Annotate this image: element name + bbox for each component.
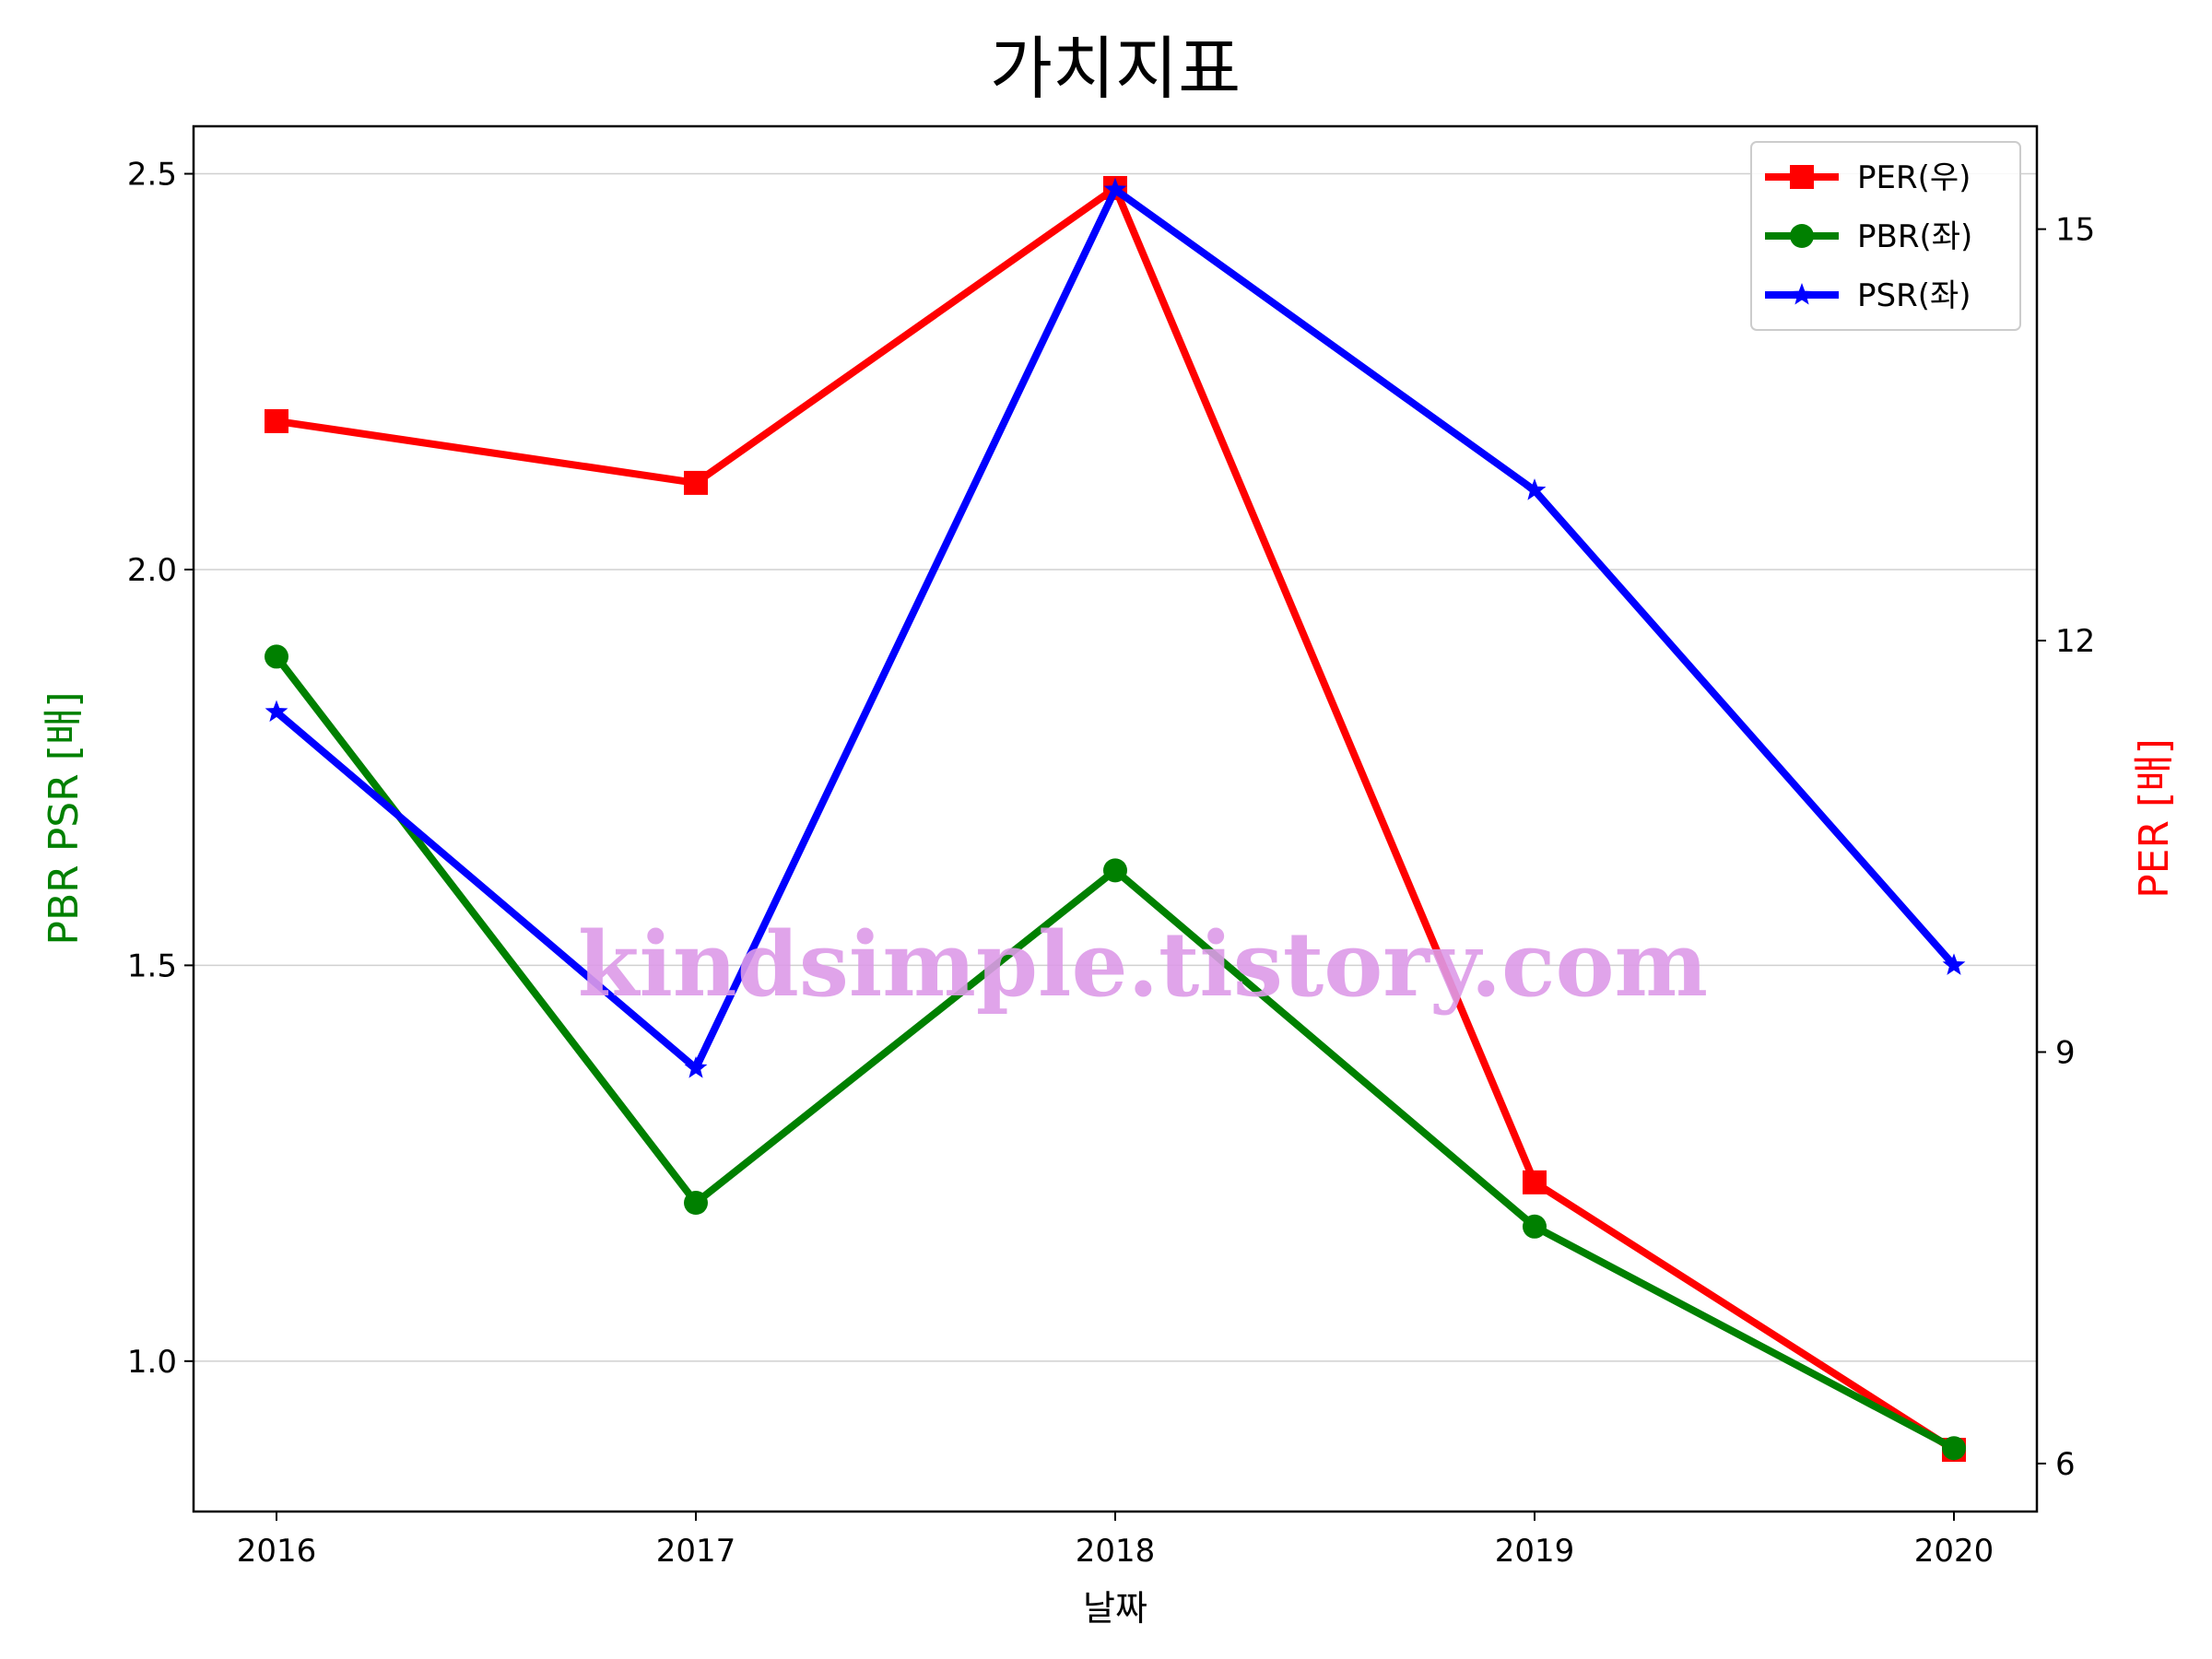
legend: PER(우) PBR(좌) PSR(좌) xyxy=(1750,141,2021,331)
legend-label: PBR(좌) xyxy=(1857,218,1972,255)
y-right-tick-label: 15 xyxy=(2055,212,2095,249)
x-axis: 2016 2017 2018 2019 2020 xyxy=(237,1512,1994,1570)
data-point xyxy=(265,700,288,723)
x-tick-label: 2019 xyxy=(1495,1533,1575,1570)
series-psr xyxy=(265,177,1966,1078)
y-axis-right: 6 9 12 15 xyxy=(2037,212,2095,1483)
legend-item: PBR(좌) xyxy=(1765,218,1972,255)
legend-marker xyxy=(1790,283,1814,305)
plot-area xyxy=(265,175,1966,1463)
data-point xyxy=(1523,478,1547,500)
data-point xyxy=(265,644,288,669)
data-point xyxy=(1523,1214,1547,1239)
data-point xyxy=(265,408,288,433)
x-tick-label: 2020 xyxy=(1914,1533,1994,1570)
data-point xyxy=(1103,177,1127,200)
legend-marker xyxy=(1790,224,1814,248)
y-axis-left-label: PBR PSR [배] xyxy=(41,691,88,945)
legend-label: PSR(좌) xyxy=(1857,277,1971,314)
chart-title: 가치지표 xyxy=(990,29,1241,109)
data-point xyxy=(1103,858,1127,883)
data-point xyxy=(684,470,708,495)
data-point xyxy=(1523,1170,1547,1194)
x-tick-label: 2017 xyxy=(656,1533,736,1570)
data-point xyxy=(1942,953,1966,975)
data-point xyxy=(684,1191,708,1216)
y-left-tick-label: 2.5 xyxy=(127,157,177,194)
series-pbr xyxy=(265,644,1966,1461)
y-right-tick-label: 6 xyxy=(2055,1446,2076,1483)
data-point xyxy=(684,1056,708,1078)
legend-box xyxy=(1750,141,2021,331)
x-tick-label: 2016 xyxy=(237,1533,317,1570)
grid-lines xyxy=(194,172,2037,1362)
watermark-text: kindsimple.tistory.com xyxy=(578,912,1708,1017)
y-axis-right-label: PER [배] xyxy=(2131,738,2178,899)
data-point xyxy=(1942,1436,1966,1461)
y-axis-left: 1.0 1.5 2.0 2.5 xyxy=(127,157,194,1381)
x-axis-label: 날짜 xyxy=(1083,1588,1147,1629)
y-right-tick-label: 12 xyxy=(2055,623,2095,660)
legend-item: PSR(좌) xyxy=(1765,277,1971,314)
y-left-tick-label: 1.5 xyxy=(127,947,177,984)
y-left-tick-label: 1.0 xyxy=(127,1344,177,1381)
legend-item: PER(우) xyxy=(1765,159,1971,196)
legend-marker xyxy=(1790,165,1814,189)
y-right-tick-label: 9 xyxy=(2055,1034,2076,1071)
x-tick-label: 2018 xyxy=(1076,1533,1156,1570)
y-left-tick-label: 2.0 xyxy=(127,552,177,589)
legend-label: PER(우) xyxy=(1857,159,1971,196)
